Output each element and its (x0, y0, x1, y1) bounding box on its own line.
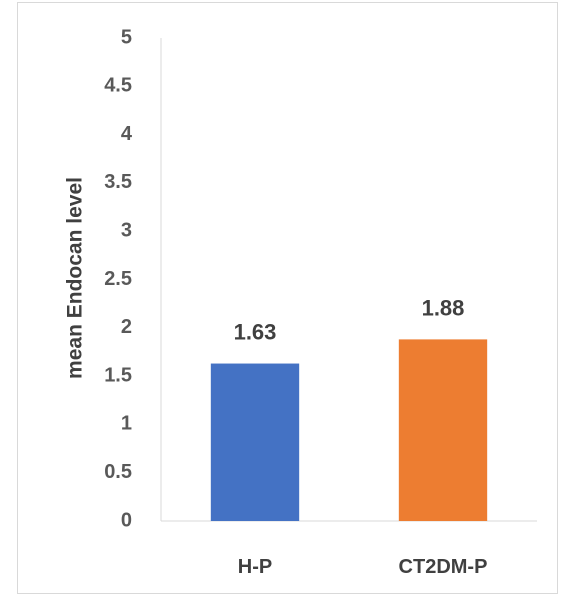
y-tick-label: 4.5 (104, 75, 132, 97)
y-tick-label: 2.5 (104, 268, 132, 290)
y-tick-label: 0 (121, 509, 132, 531)
y-axis-title: mean Endocan level (64, 177, 87, 379)
data-labels: 1.63 1.88 (234, 295, 465, 344)
y-tick-label: 1.5 (104, 364, 132, 386)
x-category-labels: H-P CT2DM-P (238, 556, 488, 578)
y-tick-label: 5 (121, 26, 132, 48)
bar-value-label: 1.63 (234, 320, 277, 345)
y-tick-label: 0.5 (104, 461, 132, 483)
bar (398, 339, 488, 521)
y-tick-label: 3.5 (104, 171, 132, 193)
y-tick-labels: 0 0.5 1 1.5 2 2.5 3 3.5 4 4.5 5 (104, 26, 133, 531)
y-tick-label: 2 (121, 316, 132, 338)
bars (210, 339, 488, 521)
x-category-label: H-P (238, 556, 272, 578)
y-tick-label: 1 (121, 413, 132, 435)
y-tick-label: 4 (121, 123, 133, 145)
bar-value-label: 1.88 (422, 295, 465, 320)
bar (210, 363, 300, 521)
x-category-label: CT2DM-P (399, 556, 488, 578)
y-tick-label: 3 (121, 219, 132, 241)
